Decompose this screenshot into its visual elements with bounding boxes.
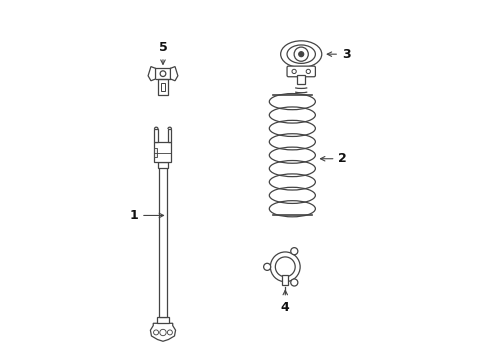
Bar bbox=[158, 162, 167, 168]
Polygon shape bbox=[150, 323, 175, 341]
Bar bbox=[153, 148, 156, 157]
Circle shape bbox=[290, 248, 297, 255]
Circle shape bbox=[167, 330, 172, 335]
Bar bbox=[297, 75, 305, 84]
Bar bbox=[154, 129, 158, 143]
Polygon shape bbox=[170, 67, 178, 81]
Bar bbox=[157, 317, 168, 323]
Circle shape bbox=[270, 252, 300, 282]
Circle shape bbox=[293, 47, 307, 61]
Circle shape bbox=[275, 257, 295, 277]
Text: 5: 5 bbox=[158, 41, 167, 64]
Bar bbox=[158, 79, 167, 95]
Bar bbox=[282, 275, 287, 285]
Bar bbox=[159, 164, 166, 317]
Text: 3: 3 bbox=[326, 48, 350, 61]
Bar bbox=[154, 143, 171, 162]
Circle shape bbox=[160, 329, 166, 336]
Ellipse shape bbox=[286, 45, 315, 63]
Circle shape bbox=[291, 69, 296, 73]
Ellipse shape bbox=[280, 41, 321, 68]
Circle shape bbox=[153, 330, 158, 335]
Text: 1: 1 bbox=[129, 209, 163, 222]
Bar bbox=[161, 84, 164, 90]
Polygon shape bbox=[148, 67, 155, 81]
Bar bbox=[167, 129, 171, 143]
Circle shape bbox=[160, 71, 165, 77]
Circle shape bbox=[290, 279, 297, 286]
Circle shape bbox=[263, 263, 270, 270]
Text: 4: 4 bbox=[280, 291, 289, 314]
FancyBboxPatch shape bbox=[286, 66, 315, 77]
Circle shape bbox=[305, 69, 310, 73]
Circle shape bbox=[298, 52, 303, 57]
Text: 2: 2 bbox=[320, 152, 346, 165]
